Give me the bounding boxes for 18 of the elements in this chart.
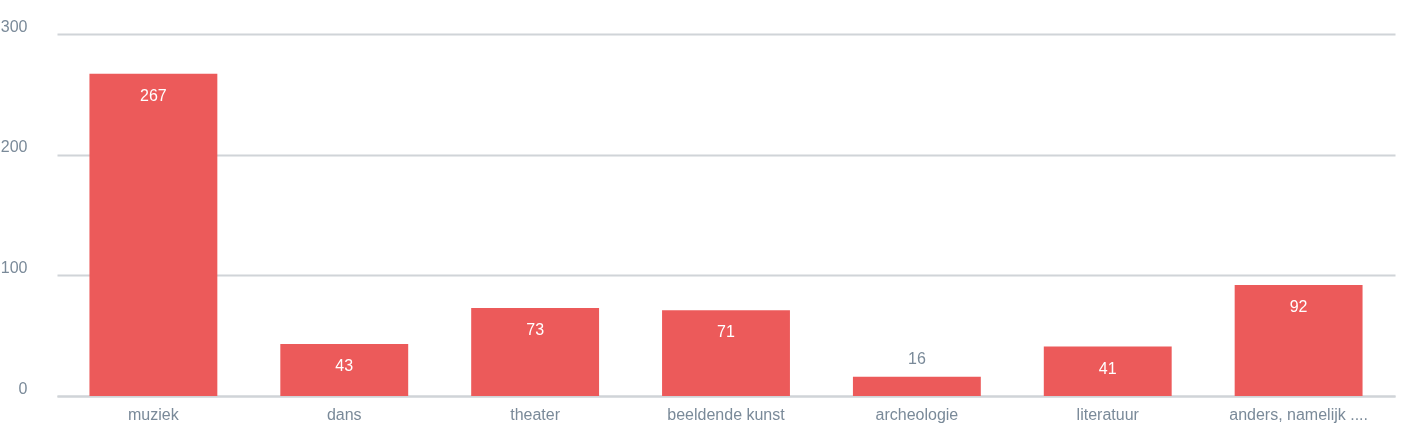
y-tick-label: 300 <box>0 17 28 35</box>
y-tick-label: 100 <box>0 258 28 276</box>
data-label: 92 <box>1289 297 1308 315</box>
x-tick-label: dans <box>326 405 362 423</box>
data-label: 267 <box>140 86 167 104</box>
data-label: 43 <box>335 357 354 375</box>
data-label: 73 <box>526 320 545 338</box>
x-tick-label: muziek <box>128 405 180 423</box>
x-tick-label: theater <box>510 405 561 423</box>
x-tick-label: beeldende kunst <box>667 405 786 423</box>
data-label: 16 <box>907 349 926 367</box>
x-tick-label: archeologie <box>875 405 959 423</box>
y-tick-label: 200 <box>0 138 28 156</box>
data-label: 71 <box>717 323 735 341</box>
data-label: 41 <box>1098 359 1117 377</box>
x-tick-label: anders, namelijk .... <box>1229 405 1368 423</box>
y-tick-label: 0 <box>18 379 28 397</box>
x-tick-label: literatuur <box>1076 405 1140 423</box>
